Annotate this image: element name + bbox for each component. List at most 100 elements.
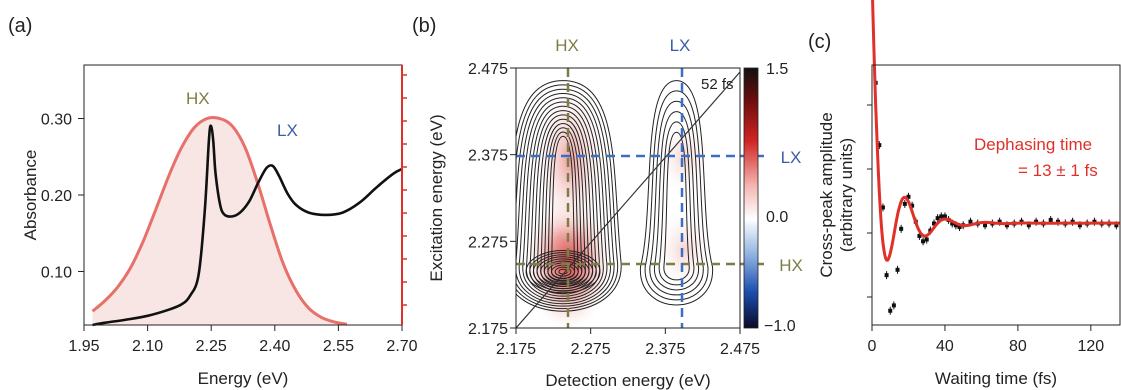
- contour-hxhx: [536, 256, 590, 288]
- data-point: [891, 303, 896, 308]
- data-point: [968, 219, 973, 224]
- data-point: [953, 223, 958, 228]
- axes-frame-b: [515, 67, 741, 329]
- contour-left: [547, 131, 579, 282]
- y-tick-label-b: 2.175: [468, 321, 508, 338]
- contour-lines: [516, 80, 714, 312]
- emission-fill: [92, 117, 347, 325]
- data-point: [942, 214, 947, 219]
- data-point: [924, 237, 929, 242]
- data-point: [932, 221, 936, 226]
- data-point: [917, 233, 922, 238]
- data-point: [950, 221, 955, 226]
- top-label-hx: HX: [555, 36, 579, 55]
- data-point: [888, 308, 893, 313]
- data-point: [957, 225, 962, 230]
- peak-hx-lx: [532, 80, 608, 240]
- contour-hxhx: [525, 250, 601, 294]
- data-point: [884, 273, 889, 278]
- data-point: [1114, 223, 1119, 228]
- contour-hxhx: [529, 252, 597, 292]
- y-tick-label-a: 0.30: [41, 112, 72, 129]
- data-point: [997, 219, 1002, 224]
- contour-right: [644, 90, 709, 301]
- annotation-lx-a: LX: [277, 121, 298, 140]
- y-tick-label-b: 2.275: [468, 234, 508, 251]
- annotation-52fs: 52 fs: [701, 76, 734, 93]
- contour-left: [518, 97, 608, 302]
- colorbar-tick-zero: 0.0: [766, 209, 788, 226]
- ylabel-a: Absorbance: [21, 150, 40, 241]
- data-point: [983, 223, 988, 228]
- data-point: [1026, 223, 1031, 228]
- x-tick-label-a: 1.95: [68, 338, 99, 355]
- data-point: [880, 205, 885, 210]
- data-point: [895, 267, 900, 272]
- contour-right: [658, 121, 695, 286]
- data-points: [873, 78, 1119, 315]
- contour-hxhx: [554, 266, 572, 277]
- axis-ticks-c: 0 40 80 120: [867, 104, 1104, 355]
- contour-left: [516, 80, 622, 312]
- data-point: [921, 239, 926, 244]
- annotation-hx-a: HX: [186, 89, 210, 108]
- x-tick-label-c: 40: [936, 338, 954, 355]
- x-tick-label-b: 2.475: [720, 341, 760, 358]
- data-point: [1004, 223, 1009, 228]
- contour-left: [529, 110, 597, 295]
- x-tick-label-b: 2.175: [496, 341, 536, 358]
- contour-left: [543, 127, 583, 284]
- contour-hxhx: [540, 258, 586, 285]
- x-tick-label-a: 2.40: [259, 338, 290, 355]
- data-point: [1048, 217, 1053, 222]
- fit-curve: [871, 0, 1120, 262]
- ylabel-c-line: (arbitrary units): [837, 138, 856, 252]
- diagonal-line: [516, 71, 740, 328]
- contour-left: [516, 88, 615, 307]
- colorbar-tick-top: 1.5: [766, 61, 788, 78]
- contour-left: [516, 92, 611, 305]
- x-tick-label-b: 2.275: [571, 341, 611, 358]
- xlabel-c: Waiting time (fs): [935, 369, 1057, 388]
- contour-right: [663, 131, 690, 281]
- x-tick-label-c: 80: [1009, 338, 1027, 355]
- data-point: [899, 226, 904, 231]
- data-point: [1077, 223, 1082, 228]
- contour-hxhx: [532, 254, 594, 290]
- axis-ticks-a: 1.95 2.10 2.25 2.40 2.55 2.70 0.10 0.20 0.30: [41, 74, 418, 355]
- data-point: [939, 214, 944, 219]
- panel-label-c: (c): [808, 31, 831, 53]
- ylabel-c-line: Cross-peak amplitude: [817, 112, 836, 277]
- x-tick-label-a: 2.10: [132, 338, 163, 355]
- xlabel-b: Detection energy (eV): [545, 371, 710, 390]
- y-tick-label-b: 2.475: [468, 61, 508, 78]
- axis-ticks-b: 2.175 2.275 2.375 2.475 2.175 2.275 2.375 2.475: [468, 61, 760, 358]
- contour-right: [639, 80, 714, 306]
- contour-left: [525, 105, 601, 297]
- xlabel-a: Energy (eV): [198, 369, 289, 388]
- absorbance-curve: [92, 124, 403, 327]
- x-tick-label-b: 2.375: [645, 341, 685, 358]
- contour-left: [516, 84, 619, 310]
- x-tick-label-a: 2.70: [386, 338, 417, 355]
- dephasing-value: = 13 ± 1 fs: [1018, 161, 1098, 180]
- data-point: [877, 143, 882, 148]
- top-label-lx: LX: [670, 36, 691, 55]
- right-label-hx: HX: [779, 256, 803, 275]
- y-tick-label-a: 0.10: [41, 264, 72, 281]
- data-point: [906, 194, 911, 199]
- y-tick-label-a: 0.20: [41, 188, 72, 205]
- data-point: [935, 216, 940, 221]
- dephasing-label: Dephasing time: [974, 135, 1092, 154]
- data-point: [902, 201, 907, 206]
- x-tick-label-c: 0: [868, 338, 877, 355]
- panel-b: 2.175 2.275 2.375 2.475 2.175 2.275 2.375 2.475…: [427, 36, 803, 390]
- contour-left: [522, 101, 604, 300]
- right-label-lx: LX: [781, 148, 802, 167]
- colorbar: [743, 67, 759, 329]
- panel-label-a: (a): [8, 15, 32, 37]
- y-tick-label-b: 2.375: [468, 148, 508, 165]
- x-tick-label-a: 2.55: [323, 338, 354, 355]
- panel-label-b: (b): [412, 15, 436, 37]
